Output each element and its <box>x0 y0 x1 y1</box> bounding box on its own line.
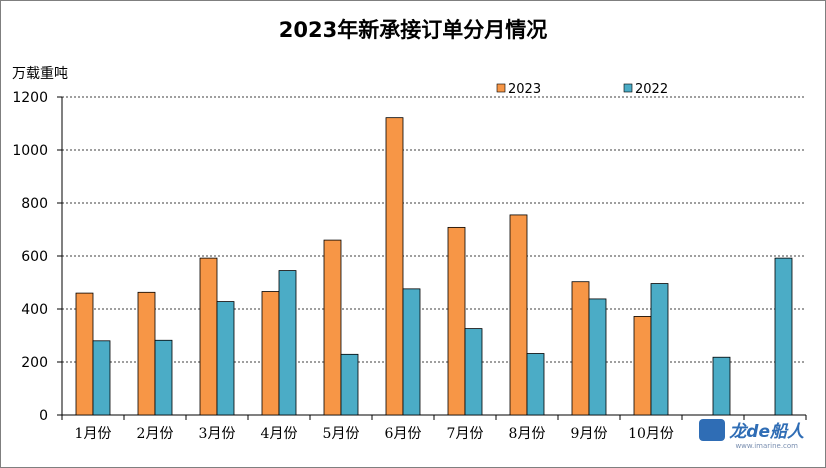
x-tick-label: 9月份 <box>571 426 608 442</box>
bar-2023 <box>75 292 94 416</box>
bar-2023 <box>199 257 218 416</box>
legend-label-2022: 2022 <box>635 82 668 97</box>
bar-2022 <box>278 270 297 416</box>
x-tick-label: 5月份 <box>323 426 360 442</box>
y-tick-label: 200 <box>21 355 48 371</box>
x-tick-label: 2月份 <box>137 426 174 442</box>
x-tick-label: 10月份 <box>628 426 674 442</box>
x-tick-label: 7月份 <box>447 426 484 442</box>
bar-2022 <box>154 339 173 416</box>
watermark-url: www.imarine.com <box>735 442 798 450</box>
bar-2023 <box>261 291 280 416</box>
bar-2023 <box>633 316 652 416</box>
legend-swatch-2022 <box>623 83 633 93</box>
bar-2023 <box>571 281 590 416</box>
x-tick-label: 8月份 <box>509 426 546 442</box>
bar-2022 <box>216 301 235 416</box>
y-tick-label: 800 <box>21 196 48 212</box>
bar-2023 <box>385 117 404 416</box>
bar-2022 <box>526 353 545 416</box>
bar-2022 <box>650 283 669 416</box>
y-tick-label: 600 <box>21 249 48 265</box>
legend-swatch-2023 <box>496 83 506 93</box>
bar-2022 <box>464 328 483 416</box>
x-tick-label: 1月份 <box>75 426 112 442</box>
watermark-brand: 龙de船人 <box>729 422 804 442</box>
watermark-logo: 龙de船人 <box>699 417 804 442</box>
bar-2022 <box>712 356 731 416</box>
bar-2022 <box>92 340 111 416</box>
ship-icon <box>699 418 726 441</box>
y-axis-unit-label: 万载重吨 <box>12 66 68 82</box>
bar-2023 <box>137 291 156 416</box>
x-tick-label: 3月份 <box>199 426 236 442</box>
bar-2023 <box>509 214 528 416</box>
x-tick-label: 4月份 <box>261 426 298 442</box>
bar-2022 <box>588 298 607 416</box>
bar-2022 <box>774 257 793 416</box>
y-tick-label: 0 <box>39 408 48 424</box>
bar-2022 <box>402 288 421 416</box>
y-tick-label: 1000 <box>12 143 48 159</box>
bar-2023 <box>323 239 342 416</box>
chart-title: 2023年新承接订单分月情况 <box>278 18 548 42</box>
bar-2022 <box>340 353 359 416</box>
x-tick-label: 6月份 <box>385 426 422 442</box>
legend-label-2023: 2023 <box>508 82 541 97</box>
bar-2023 <box>447 226 466 416</box>
y-tick-label: 400 <box>21 302 48 318</box>
y-tick-label: 1200 <box>12 90 48 106</box>
